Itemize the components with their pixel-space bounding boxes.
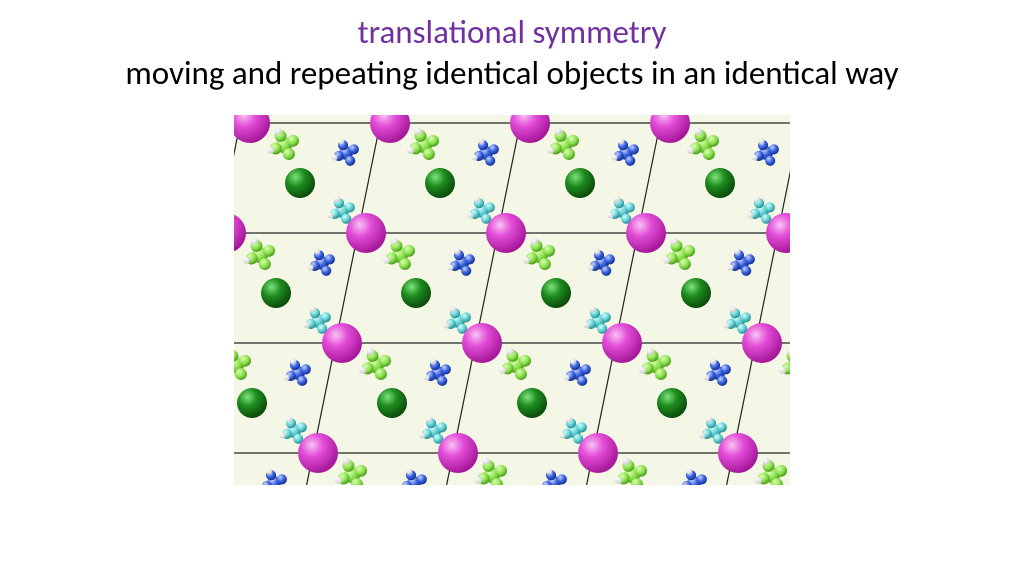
title-subtitle: moving and repeating identical objects i… [125,53,898,94]
title-block: translational symmetry moving and repeat… [125,12,898,95]
title-highlight: translational symmetry [125,12,898,53]
crystal-pattern [234,115,790,485]
pattern-svg [234,115,790,485]
